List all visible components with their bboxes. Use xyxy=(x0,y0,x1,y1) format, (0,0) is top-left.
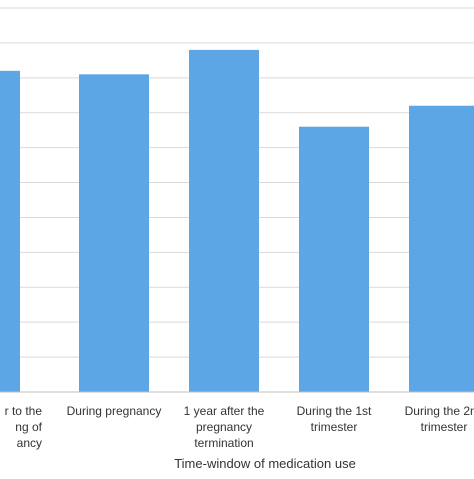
x-tick-labels: r to the ng of ancy During pregnancy 1 year … xyxy=(5,404,474,450)
x-tick-label: ng of xyxy=(15,420,42,434)
x-tick-label: trimester xyxy=(311,420,358,434)
x-tick-label: r to the xyxy=(5,404,43,418)
bar-2 xyxy=(79,74,149,392)
x-tick-label: 1 year after the xyxy=(184,404,265,418)
bar-3 xyxy=(189,49,259,393)
bar-4 xyxy=(299,126,369,392)
bar-1 xyxy=(0,70,20,392)
bar-5 xyxy=(409,105,474,392)
bars xyxy=(0,49,474,393)
x-tick-label: trimester xyxy=(421,420,468,434)
x-tick-label: During the 2nd xyxy=(405,404,474,418)
x-axis-title: Time-window of medication use xyxy=(174,456,356,471)
x-tick-label: During pregnancy xyxy=(67,404,162,418)
x-tick-label: pregnancy xyxy=(196,420,252,434)
x-tick-label: termination xyxy=(194,436,253,450)
x-tick-label: During the 1st xyxy=(297,404,372,418)
x-tick-label: ancy xyxy=(17,436,42,450)
